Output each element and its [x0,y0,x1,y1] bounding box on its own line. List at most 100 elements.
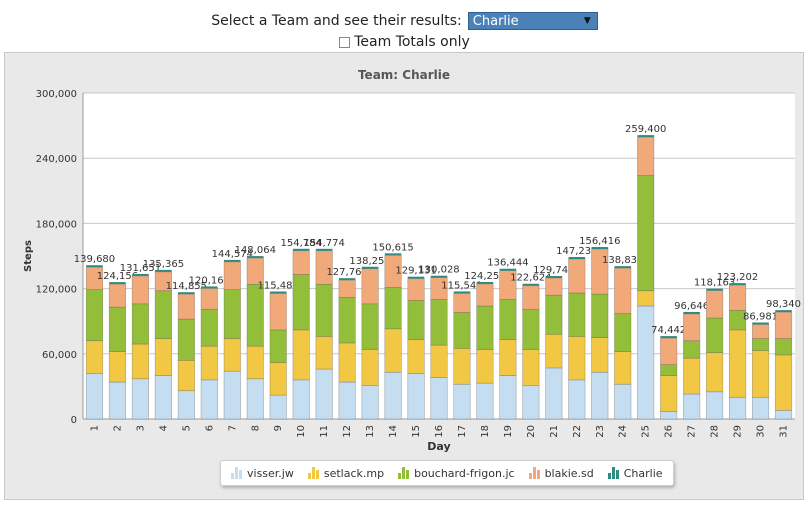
bar-segment-blakie-sd [453,293,471,313]
x-tick-label: 4 [158,425,169,431]
bar-total-cap [476,281,494,284]
bar-total-cap [660,336,677,339]
bar-segment-blakie-sd [683,313,701,342]
team-totals-row: Team Totals only [0,34,809,50]
x-tick-label: 31 [779,425,790,438]
bar-total-label: 147,231 [556,246,597,257]
legend-item-visser[interactable]: visser.jw [231,467,294,480]
bar-total-cap [178,292,195,295]
bar-segment-bouchard-frigon-jc [85,289,104,342]
bar-total-label: 98,340 [766,299,801,310]
legend-bouchard-label: bouchard-frigon.jc [414,466,515,480]
legend-setlack-label: setlack.mp [323,466,385,480]
bar-segment-visser-jw [568,379,586,420]
bar-segment-visser-jw [269,394,287,420]
legend-item-blakie[interactable]: blakie.sd [528,467,594,480]
x-tick-label: 11 [319,425,330,438]
bar-total-cap [224,259,241,262]
legend-item-bouchard[interactable]: bouchard-frigon.jc [398,466,515,480]
bar-segment-setlack-mp [751,350,770,398]
bar-segment-blakie-sd [131,275,149,305]
bar-segment-bouchard-frigon-jc [774,338,793,356]
bar-segment-visser-jw [223,370,241,420]
bar-segment-blakie-sd [338,279,356,298]
bar-total-cap [201,286,218,289]
bar-segment-visser-jw [338,381,356,420]
bar-segment-visser-jw [108,381,127,420]
bar-total-cap [729,283,746,286]
bar-segment-bouchard-frigon-jc [131,303,149,345]
bar-total-label: 74,442 [651,325,686,336]
bar-segment-setlack-mp [269,362,287,396]
bar-segment-visser-jw [614,383,632,420]
bar-total-label: 127,763 [326,267,367,278]
x-tick-label: 27 [687,425,698,438]
bar-total-label: 138,255 [349,256,390,267]
bar-segment-setlack-mp [223,338,241,372]
y-tick-label: 240,000 [36,154,77,165]
bar-total-cap [315,248,333,251]
bar-total-label: 136,444 [487,258,528,269]
bar-total-label: 139,680 [74,254,115,265]
bar-segment-setlack-mp [108,351,127,383]
bar-segment-bouchard-frigon-jc [706,317,724,354]
bar-total-cap [361,266,379,269]
legend-visser-icon [231,467,243,479]
bar-segment-blakie-sd [177,293,195,320]
x-tick-label: 17 [457,425,468,438]
bar-segment-bouchard-frigon-jc [292,274,310,331]
bar-segment-setlack-mp [384,328,402,373]
bar-total-label: 148,064 [235,245,276,256]
team-select-label: Select a Team and see their results: [211,13,462,29]
bar-total-cap [269,291,287,294]
chart-panel: Team: Charlie 0 60,000 120,000 180,000 240,00… [4,52,804,500]
bar-segment-visser-jw [453,383,471,420]
x-tick-label: 1 [89,425,100,431]
bar-segment-blakie-sd [568,258,586,294]
bar-segment-setlack-mp [177,360,195,392]
bar-segment-blakie-sd [637,136,655,176]
bar-total-cap [775,310,792,313]
bar-segment-setlack-mp [614,351,632,385]
bar-total-cap [637,135,654,138]
controls: Select a Team and see their results: Cha… [0,0,809,52]
bar-total-label: 124,254 [464,271,505,282]
bar-segment-setlack-mp [200,345,218,381]
bar-total-label: 129,746 [533,265,574,276]
chart-title: Team: Charlie [358,68,450,82]
bar-total-cap [545,276,563,279]
team-totals-checkbox[interactable] [339,36,351,48]
bar-segment-setlack-mp [637,290,655,307]
bar-total-label: 130,028 [418,265,459,276]
bar-total-label: 118,163 [694,278,735,289]
bar-total-cap [338,278,356,281]
bar-segment-blakie-sd [774,311,793,339]
bar-total-label: 96,646 [674,301,709,312]
team-select[interactable]: Charlie ▼ [467,12,598,30]
x-tick-label: 6 [204,425,215,431]
bar-segment-setlack-mp [453,348,471,385]
bar-segment-bouchard-frigon-jc [453,312,471,349]
bar-segment-setlack-mp [361,349,379,386]
bar-segment-blakie-sd [292,250,310,275]
bar-total-label: 156,416 [579,236,620,247]
legend-item-charlie[interactable]: Charlie [607,467,663,480]
x-tick-label: 30 [756,425,767,438]
legend-item-setlack[interactable]: setlack.mp [307,466,385,480]
y-tick-label: 300,000 [36,89,77,100]
bar-segment-bouchard-frigon-jc [751,338,770,351]
x-tick-label: 13 [365,425,376,438]
bar-total-label: 86,981 [743,311,778,322]
bar-total-label: 122,624 [510,273,551,284]
x-tick-label: 12 [342,425,353,438]
bar-segment-setlack-mp [499,339,517,376]
bar-total-label: 115,541 [441,280,482,291]
bar-segment-setlack-mp [683,357,701,395]
bar-total-cap [155,269,172,272]
bar-total-cap [86,265,103,268]
bar-total-cap [132,273,149,276]
bar-segment-visser-jw [361,385,379,420]
bar-segment-blakie-sd [154,271,172,292]
legend-visser-label: visser.jw [247,466,294,480]
bar-total-label: 120,163 [189,275,230,286]
